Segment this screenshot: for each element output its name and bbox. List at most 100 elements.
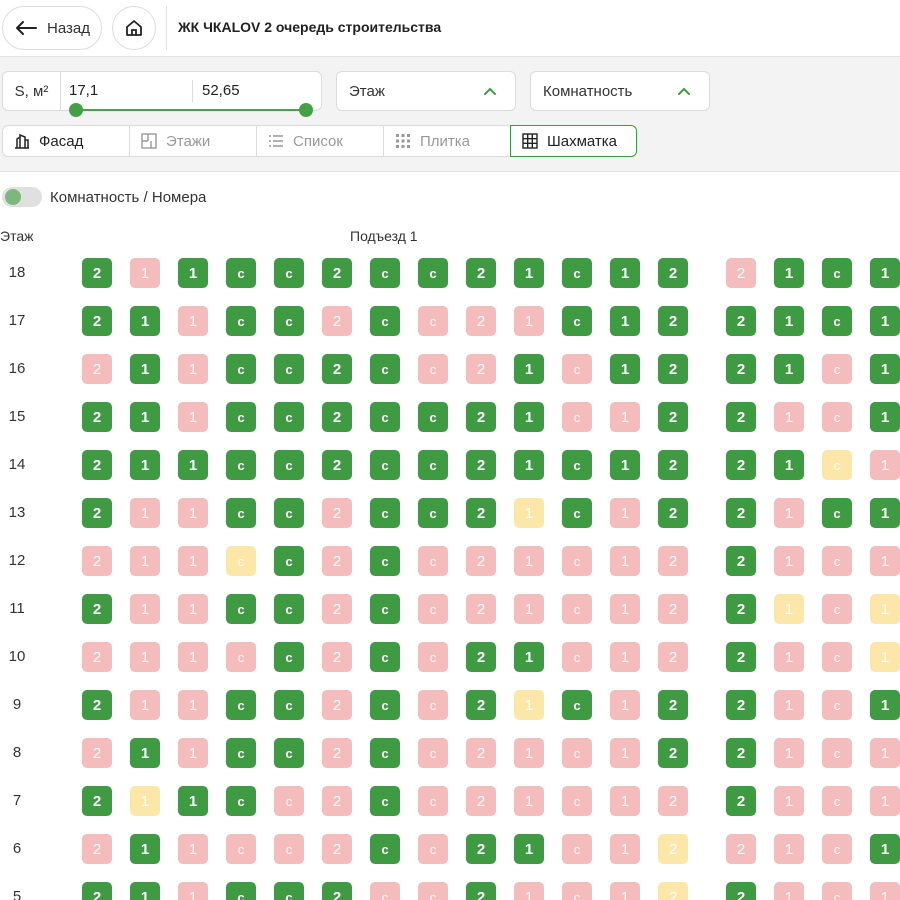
apartment-cell[interactable]: с [370, 354, 400, 384]
apartment-cell[interactable]: 2 [466, 450, 496, 480]
apartment-cell[interactable]: 1 [178, 834, 208, 864]
apartment-cell[interactable]: с [822, 402, 852, 432]
tab-list[interactable]: Список [256, 125, 383, 157]
apartment-cell[interactable]: 1 [610, 834, 640, 864]
apartment-cell[interactable]: 1 [870, 450, 900, 480]
apartment-cell[interactable]: 2 [322, 690, 352, 720]
apartment-cell[interactable]: с [562, 882, 592, 900]
apartment-cell[interactable]: 2 [658, 498, 688, 528]
apartment-cell[interactable]: 2 [82, 258, 112, 288]
apartment-cell[interactable]: 1 [610, 690, 640, 720]
apartment-cell[interactable]: 1 [130, 450, 160, 480]
apartment-cell[interactable]: 1 [870, 690, 900, 720]
apartment-cell[interactable]: с [226, 498, 256, 528]
apartment-cell[interactable]: с [562, 642, 592, 672]
apartment-cell[interactable]: 1 [774, 306, 804, 336]
area-min-input[interactable]: 17,1 [69, 82, 99, 99]
apartment-cell[interactable]: с [274, 594, 304, 624]
apartment-cell[interactable]: 1 [178, 258, 208, 288]
apartment-cell[interactable]: с [562, 594, 592, 624]
apartment-cell[interactable]: с [274, 882, 304, 900]
apartment-cell[interactable]: 1 [514, 450, 544, 480]
apartment-cell[interactable]: 1 [870, 786, 900, 816]
area-slider-max-handle[interactable] [299, 103, 313, 117]
tab-floors[interactable]: Этажи [129, 125, 256, 157]
apartment-cell[interactable]: 2 [322, 258, 352, 288]
apartment-cell[interactable]: 1 [178, 738, 208, 768]
apartment-cell[interactable]: 1 [870, 882, 900, 900]
apartment-cell[interactable]: 1 [178, 402, 208, 432]
apartment-cell[interactable]: с [274, 834, 304, 864]
home-button[interactable] [112, 6, 156, 50]
apartment-cell[interactable]: 1 [514, 642, 544, 672]
apartment-cell[interactable]: с [562, 834, 592, 864]
apartment-cell[interactable]: 2 [82, 834, 112, 864]
apartment-cell[interactable]: 1 [130, 498, 160, 528]
apartment-cell[interactable]: 1 [610, 354, 640, 384]
apartment-cell[interactable]: 2 [466, 402, 496, 432]
apartment-cell[interactable]: с [274, 642, 304, 672]
apartment-cell[interactable]: 1 [870, 258, 900, 288]
apartment-cell[interactable]: с [418, 258, 448, 288]
apartment-cell[interactable]: 2 [466, 258, 496, 288]
apartment-cell[interactable]: 1 [178, 642, 208, 672]
apartment-cell[interactable]: с [370, 306, 400, 336]
apartment-cell[interactable]: с [418, 450, 448, 480]
apartment-cell[interactable]: 2 [726, 642, 756, 672]
apartment-cell[interactable]: 2 [322, 402, 352, 432]
apartment-cell[interactable]: 2 [726, 882, 756, 900]
apartment-cell[interactable]: 2 [466, 546, 496, 576]
apartment-cell[interactable]: 2 [82, 546, 112, 576]
apartment-cell[interactable]: 1 [774, 594, 804, 624]
apartment-cell[interactable]: 1 [514, 738, 544, 768]
apartment-cell[interactable]: с [274, 546, 304, 576]
apartment-cell[interactable]: 1 [514, 258, 544, 288]
apartment-cell[interactable]: 2 [726, 402, 756, 432]
apartment-cell[interactable]: 2 [82, 690, 112, 720]
apartment-cell[interactable]: с [274, 738, 304, 768]
apartment-cell[interactable]: 1 [870, 546, 900, 576]
apartment-cell[interactable]: 2 [726, 450, 756, 480]
tab-chessboard[interactable]: Шахматка [510, 125, 637, 157]
apartment-cell[interactable]: с [226, 306, 256, 336]
rooms-dropdown[interactable]: Комнатность [530, 71, 710, 111]
apartment-cell[interactable]: с [274, 354, 304, 384]
apartment-cell[interactable]: 2 [726, 546, 756, 576]
apartment-cell[interactable]: 2 [658, 738, 688, 768]
apartment-cell[interactable]: 2 [726, 258, 756, 288]
apartment-cell[interactable]: 1 [514, 402, 544, 432]
tab-tiles[interactable]: Плитка [383, 125, 510, 157]
apartment-cell[interactable]: с [418, 546, 448, 576]
apartment-cell[interactable]: 2 [82, 642, 112, 672]
apartment-cell[interactable]: 1 [130, 546, 160, 576]
apartment-cell[interactable]: с [370, 258, 400, 288]
apartment-cell[interactable]: 1 [130, 354, 160, 384]
apartment-cell[interactable]: 2 [466, 498, 496, 528]
apartment-cell[interactable]: 2 [82, 594, 112, 624]
apartment-cell[interactable]: 2 [322, 642, 352, 672]
apartment-cell[interactable]: 1 [774, 642, 804, 672]
apartment-cell[interactable]: 1 [774, 738, 804, 768]
apartment-cell[interactable]: с [822, 258, 852, 288]
apartment-cell[interactable]: с [226, 450, 256, 480]
apartment-cell[interactable]: 1 [610, 450, 640, 480]
apartment-cell[interactable]: с [370, 450, 400, 480]
apartment-cell[interactable]: с [822, 306, 852, 336]
apartment-cell[interactable]: 2 [726, 306, 756, 336]
apartment-cell[interactable]: 1 [774, 834, 804, 864]
apartment-cell[interactable]: с [418, 882, 448, 900]
apartment-cell[interactable]: 2 [466, 594, 496, 624]
apartment-cell[interactable]: с [418, 834, 448, 864]
apartment-cell[interactable]: с [274, 402, 304, 432]
apartment-cell[interactable]: с [562, 402, 592, 432]
apartment-cell[interactable]: с [822, 354, 852, 384]
apartment-cell[interactable]: с [274, 450, 304, 480]
apartment-cell[interactable]: с [562, 498, 592, 528]
apartment-cell[interactable]: с [226, 834, 256, 864]
apartment-cell[interactable]: с [370, 738, 400, 768]
apartment-cell[interactable]: 2 [82, 786, 112, 816]
apartment-cell[interactable]: с [274, 786, 304, 816]
apartment-cell[interactable]: 2 [322, 450, 352, 480]
apartment-cell[interactable]: 2 [658, 402, 688, 432]
apartment-cell[interactable]: 1 [178, 306, 208, 336]
